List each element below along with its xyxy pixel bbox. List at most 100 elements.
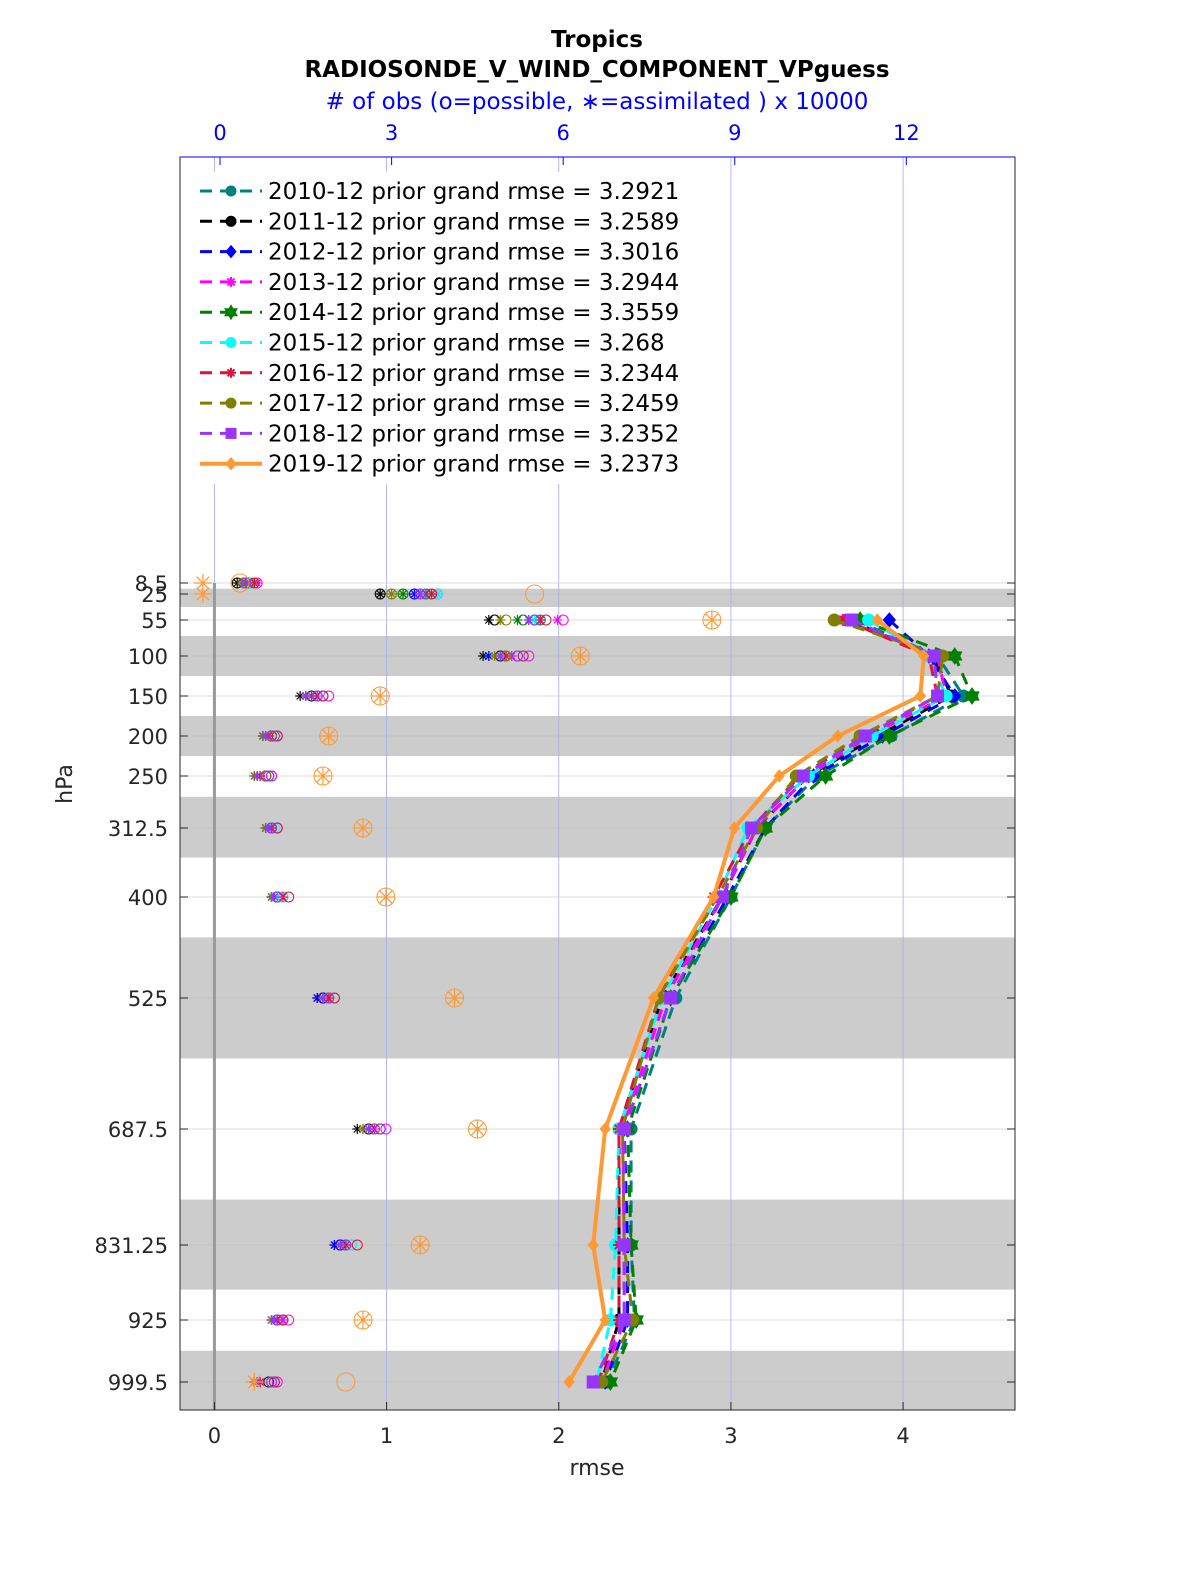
obs-assimilated <box>495 651 506 661</box>
star-stroke <box>399 590 407 598</box>
legend-swatch-marker <box>225 337 237 348</box>
top-tick-label: 12 <box>893 121 920 145</box>
legend-swatch-marker <box>226 367 236 378</box>
obs-assimilated <box>313 767 332 785</box>
y-tick-label: 831.25 <box>95 1234 168 1258</box>
y-tick-label: 55 <box>141 609 168 633</box>
x-tick-label: 1 <box>380 1424 393 1448</box>
y-tick-label: 8.5 <box>135 572 168 596</box>
star-stroke <box>573 649 588 663</box>
obs-assimilated <box>269 892 280 902</box>
star-stroke <box>296 692 305 700</box>
series-point <box>844 613 858 627</box>
obs-series-10 <box>193 573 722 1392</box>
series-line <box>591 618 939 1383</box>
legend-label: 2015-12 prior grand rmse = 3.268 <box>268 331 665 357</box>
series-point <box>708 890 720 904</box>
obs-assimilated <box>445 989 464 1007</box>
series-point <box>617 1313 631 1327</box>
obs-assimilated <box>269 1315 280 1325</box>
shaded-band <box>180 588 1015 607</box>
obs-assimilated <box>306 691 317 701</box>
obs-assimilated <box>193 574 212 592</box>
legend-label: 2014-12 prior grand rmse = 3.3559 <box>268 300 679 326</box>
star-stroke <box>379 890 393 904</box>
series-lines <box>563 611 980 1391</box>
obs-possible <box>380 1123 392 1135</box>
star-stroke <box>319 994 327 1002</box>
obs-assimilated <box>300 691 311 701</box>
obs-assimilated <box>376 888 395 906</box>
obs-possible <box>266 1376 278 1388</box>
legend-box <box>193 172 728 484</box>
star-stroke <box>370 1125 379 1133</box>
obs-assimilated <box>340 1240 351 1250</box>
series-point <box>964 687 980 705</box>
observation-counts <box>193 573 722 1392</box>
series-point <box>617 1122 631 1136</box>
star-stroke <box>553 616 562 624</box>
obs-assimilated <box>468 1120 487 1138</box>
star-stroke <box>356 821 370 835</box>
star-stroke <box>313 994 322 1002</box>
obs-assimilated <box>523 615 534 625</box>
series-point <box>796 769 810 783</box>
obs-assimilated <box>371 687 390 705</box>
legend-swatch-marker <box>225 244 237 259</box>
series-point <box>617 1238 631 1252</box>
star-stroke <box>341 1241 350 1249</box>
y-tick-label: 150 <box>128 685 168 709</box>
star-stroke <box>279 893 287 901</box>
obs-assimilated <box>245 1373 264 1391</box>
obs-assimilated <box>277 892 288 902</box>
obs-assimilated <box>483 615 494 625</box>
legend-label: 2018-12 prior grand rmse = 3.2352 <box>268 421 679 447</box>
star-stroke <box>270 1316 279 1324</box>
y-tick-label: 999.5 <box>108 1371 168 1395</box>
star-stroke <box>484 652 493 660</box>
obs-assimilated <box>363 1124 374 1134</box>
obs-possible <box>374 1123 386 1135</box>
series-point <box>931 689 945 703</box>
obs-assimilated <box>295 691 306 701</box>
star-stroke <box>264 824 273 832</box>
star-stroke <box>447 991 462 1005</box>
star-stroke <box>433 590 442 598</box>
star-stroke <box>413 1238 427 1252</box>
star-stroke <box>356 1313 370 1327</box>
series-9 <box>586 613 945 1389</box>
obs-assimilated <box>375 589 386 599</box>
top-tick-label: 0 <box>213 121 226 145</box>
obs-possible <box>323 690 335 702</box>
y-tick-label: 100 <box>128 645 168 669</box>
series-point <box>586 1375 600 1389</box>
obs-assimilated <box>535 615 546 625</box>
series-line <box>609 618 974 1383</box>
legend: 2010-12 prior grand rmse = 3.2921 2011-12… <box>193 172 728 484</box>
obs-assimilated <box>512 615 523 625</box>
star-stroke <box>524 616 533 624</box>
star-stroke <box>241 579 250 587</box>
legend-label: 2019-12 prior grand rmse = 3.2373 <box>268 452 679 478</box>
star-stroke <box>324 994 333 1002</box>
series-point <box>918 649 930 663</box>
y-tick-label: 200 <box>128 725 168 749</box>
series-point <box>914 689 926 703</box>
top-axis-label: # of obs (o=possible, ∗=assimilated ) x … <box>326 89 869 115</box>
x-tick-label: 0 <box>208 1424 221 1448</box>
series-point <box>728 821 741 835</box>
top-tick-label: 9 <box>728 121 741 145</box>
series-10 <box>563 613 930 1389</box>
obs-assimilated <box>702 611 721 629</box>
obs-possible <box>266 770 278 782</box>
series-point <box>832 729 844 743</box>
series-point <box>871 613 883 627</box>
series-point <box>664 991 678 1005</box>
top-tick-label: 3 <box>385 121 398 145</box>
star-stroke <box>376 590 385 598</box>
star-stroke <box>422 590 430 598</box>
obs-assimilated <box>495 615 506 625</box>
y-tick-label: 525 <box>128 987 168 1011</box>
star-stroke <box>536 616 545 624</box>
star-stroke <box>387 590 396 598</box>
